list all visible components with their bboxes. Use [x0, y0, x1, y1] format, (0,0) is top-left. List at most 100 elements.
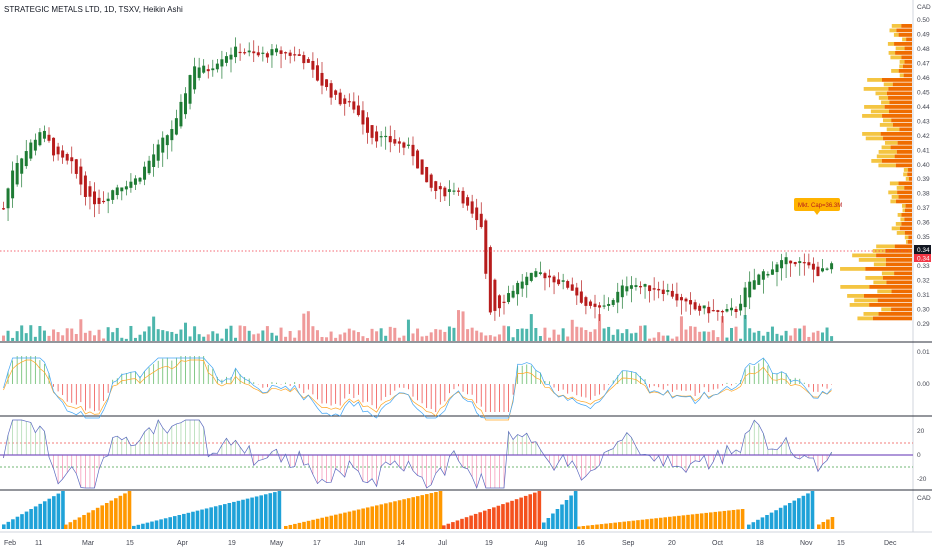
- current-price-text-2: 0.34: [917, 256, 930, 263]
- volume-bar: [734, 326, 738, 341]
- volume-profile-down-bar: [907, 172, 912, 177]
- volume-bar: [193, 326, 197, 341]
- volume-bar: [416, 328, 420, 341]
- volume-bar: [88, 330, 92, 341]
- market-cap-annotation[interactable]: Mkt. Cap=36.3M: [794, 198, 842, 215]
- bottom-indicator-bar: [213, 506, 218, 529]
- volume-profile-down-bar: [881, 159, 912, 163]
- volume-profile-down-bar: [880, 132, 912, 136]
- bottom-indicator-bar: [127, 491, 132, 529]
- volume-profile-down-bar: [895, 163, 912, 168]
- bottom-indicator-bar: [751, 522, 756, 529]
- candle-body: [684, 298, 688, 302]
- volume-bar: [384, 335, 388, 341]
- candle-body: [388, 136, 392, 143]
- bottom-indicator-bar: [560, 504, 564, 529]
- candle-body: [598, 305, 602, 308]
- volume-profile-up-bar: [895, 222, 902, 226]
- bottom-indicator-bar: [617, 522, 622, 529]
- volume-profile-up-bar: [864, 105, 885, 109]
- candle-body: [161, 137, 165, 153]
- bottom-indicator-bar: [487, 509, 492, 529]
- volume-profile-up-bar: [905, 240, 908, 244]
- volume-bar: [598, 314, 602, 341]
- bottom-indicator-bar: [177, 515, 182, 529]
- volume-profile-down-bar: [903, 73, 912, 78]
- volume-bar: [811, 332, 815, 341]
- volume-profile-up-bar: [897, 213, 902, 217]
- volume-bar: [197, 334, 201, 341]
- candle-body: [438, 186, 442, 190]
- price-tick-label: 0.35: [917, 234, 930, 241]
- volume-bar: [33, 336, 37, 341]
- date-axis: Feb 11 Mar 15 Apr 19 May 17 Jun 14 Jul 19 Aug 16 Sep 20…: [4, 540, 897, 547]
- bottom-indicator-bar: [268, 493, 273, 529]
- volume-bar: [711, 330, 715, 341]
- volume-bar: [538, 336, 542, 341]
- candle-body: [129, 181, 133, 188]
- candle-body: [402, 142, 406, 148]
- bottom-indicator-bar: [774, 510, 778, 529]
- candle-body: [297, 54, 301, 56]
- volume-bar: [93, 335, 96, 341]
- volume-profile-up-bar: [857, 316, 873, 321]
- bottom-indicator-bar: [20, 514, 24, 529]
- volume-bar: [2, 335, 5, 341]
- volume-bar: [224, 328, 228, 341]
- volume-profile-down-bar: [908, 177, 912, 181]
- volume-profile-up-bar: [893, 33, 899, 37]
- candle-body: [616, 291, 620, 303]
- volume-bar: [698, 331, 702, 341]
- bottom-indicator-bar: [347, 511, 352, 529]
- volume-bar: [775, 333, 779, 341]
- candle-body: [83, 175, 87, 197]
- volume-profile-down-bar: [894, 42, 912, 46]
- volume-profile-down-bar: [898, 195, 912, 199]
- bottom-indicator-bar: [33, 506, 38, 529]
- candle-body: [306, 59, 310, 63]
- volume-bar: [275, 335, 278, 341]
- bottom-indicator-bar: [826, 519, 830, 529]
- price-tick-label: 0.48: [917, 46, 930, 53]
- volume-bar: [475, 330, 479, 341]
- candle-body: [748, 281, 752, 298]
- candle-body: [152, 154, 156, 167]
- price-tick-label: 0.43: [917, 118, 930, 125]
- volume-profile-down-bar: [901, 24, 912, 28]
- candle-body: [643, 284, 647, 287]
- bottom-indicator-bar: [821, 522, 826, 529]
- candle-body: [375, 131, 379, 142]
- bottom-indicator-bar: [320, 517, 324, 529]
- bottom-indicator-bar: [501, 504, 505, 529]
- bottom-indicator-bar: [778, 507, 783, 529]
- volume-bar: [38, 326, 42, 341]
- bottom-indicator-bar: [756, 519, 760, 529]
- date-tick-label: 20: [668, 540, 676, 547]
- volume-profile-up-bar: [862, 114, 883, 118]
- volume-bar: [566, 336, 570, 341]
- bottom-indicator-bar: [11, 519, 15, 529]
- candle-body: [315, 65, 319, 81]
- candle-body: [584, 297, 588, 306]
- volume-bar: [525, 328, 529, 341]
- date-tick-label: Mar: [82, 540, 95, 547]
- candle-body: [320, 72, 324, 86]
- candle-body: [70, 157, 74, 162]
- volume-bar: [211, 331, 215, 341]
- candle-body: [821, 268, 824, 272]
- candle-body: [352, 101, 356, 110]
- bottom-indicator-bar: [595, 524, 599, 529]
- candle-body: [702, 305, 706, 309]
- bottom-indicator-bar: [482, 510, 487, 529]
- bottom-indicator-bar: [672, 516, 677, 529]
- date-tick-label: 15: [837, 540, 845, 547]
- candle-body: [425, 166, 429, 183]
- candle-body: [88, 186, 92, 197]
- candle-body: [265, 53, 269, 58]
- volume-bar: [761, 335, 765, 341]
- bottom-indicator-bar: [455, 520, 460, 529]
- volume-profile-up-bar: [896, 186, 905, 190]
- volume-bar: [356, 332, 360, 341]
- bottom-indicator-bar: [104, 503, 109, 529]
- volume-profile-down-bar: [889, 100, 912, 105]
